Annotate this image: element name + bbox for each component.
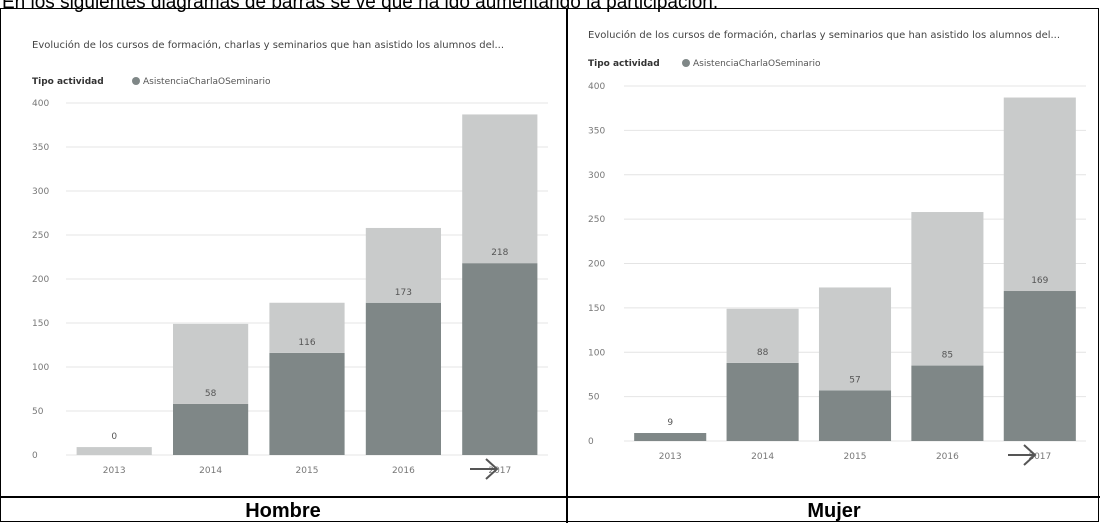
y-tick-label: 350 [588,126,605,136]
bar-segment [462,114,538,264]
bar-segment [911,212,984,366]
table-frame [0,8,1099,522]
column-divider [566,8,568,523]
y-tick-label: 0 [32,451,38,461]
chart-svg: Evolución de los cursos de formación, ch… [32,39,548,480]
data-label: 57 [849,375,860,385]
y-tick-label: 250 [588,215,605,225]
chart-title: Evolución de los cursos de formación, ch… [588,29,1060,41]
y-tick-label: 300 [32,187,49,197]
y-tick-label: 0 [588,437,594,447]
legend-label: AsistenciaCharlaOSeminario [143,77,271,87]
y-tick-label: 200 [588,260,605,270]
data-label: 58 [205,389,217,399]
data-label: 169 [1031,276,1048,286]
y-tick-label: 150 [588,304,605,314]
y-tick-label: 400 [32,99,49,109]
bar-segment [911,365,984,441]
y-tick-label: 400 [588,82,605,92]
chart-mujer: Evolución de los cursos de formación, ch… [582,18,1094,474]
x-tick-label: 2014 [751,452,774,462]
bar-segment [726,362,799,441]
data-label: 173 [395,288,412,298]
legend-marker [132,77,140,85]
x-tick-label: 2014 [199,466,222,476]
data-label: 9 [667,418,673,428]
data-label: 85 [942,351,953,361]
bar-segment [269,302,345,353]
x-tick-label: 2013 [103,466,126,476]
chart-title: Evolución de los cursos de formación, ch… [32,39,504,51]
arrow-right-icon [1008,444,1037,466]
legend-label: AsistenciaCharlaOSeminario [693,59,821,69]
x-tick-label: 2015 [296,466,319,476]
row-divider [0,496,1100,498]
bar-segment [173,403,249,455]
x-tick-label: 2017 [1028,452,1051,462]
label-mujer: Mujer [807,500,861,522]
label-hombre: Hombre [245,500,321,522]
x-tick-label: 2013 [659,452,682,462]
bar-segment [76,447,152,455]
legend-title: Tipo actividad [588,59,660,69]
chart-hombre: Evolución de los cursos de formación, ch… [26,28,556,490]
data-label: 88 [757,348,769,358]
bar-segment [634,433,707,441]
bar-segment [1003,97,1076,292]
x-tick-label: 2015 [844,452,867,462]
x-tick-label: 2016 [936,452,959,462]
data-label: 0 [111,432,117,442]
chart-svg: Evolución de los cursos de formación, ch… [588,29,1086,466]
bar-segment [818,287,892,391]
bar-segment [1003,291,1076,441]
y-tick-label: 100 [588,348,605,358]
y-tick-label: 50 [588,393,600,403]
bar-segment [365,302,441,455]
bar-segment [269,352,345,455]
y-tick-label: 200 [32,275,49,285]
y-tick-label: 150 [32,319,49,329]
y-tick-label: 300 [588,171,605,181]
y-tick-label: 100 [32,363,49,373]
x-tick-label: 2016 [392,466,415,476]
legend-title: Tipo actividad [32,77,104,87]
bar-segment [726,308,799,363]
y-tick-label: 250 [32,231,49,241]
caption-text: En los siguientes diagramas de barras se… [2,0,719,13]
bar-segment [173,323,249,404]
data-label: 116 [298,338,315,348]
data-label: 218 [491,248,508,258]
y-tick-label: 50 [32,407,44,417]
bar-segment [365,227,441,303]
legend-marker [682,59,690,67]
x-tick-label: 2017 [488,466,511,476]
bar-segment [818,390,892,441]
y-tick-label: 350 [32,143,49,153]
arrow-right-icon [470,458,499,480]
bar-segment [462,263,538,455]
